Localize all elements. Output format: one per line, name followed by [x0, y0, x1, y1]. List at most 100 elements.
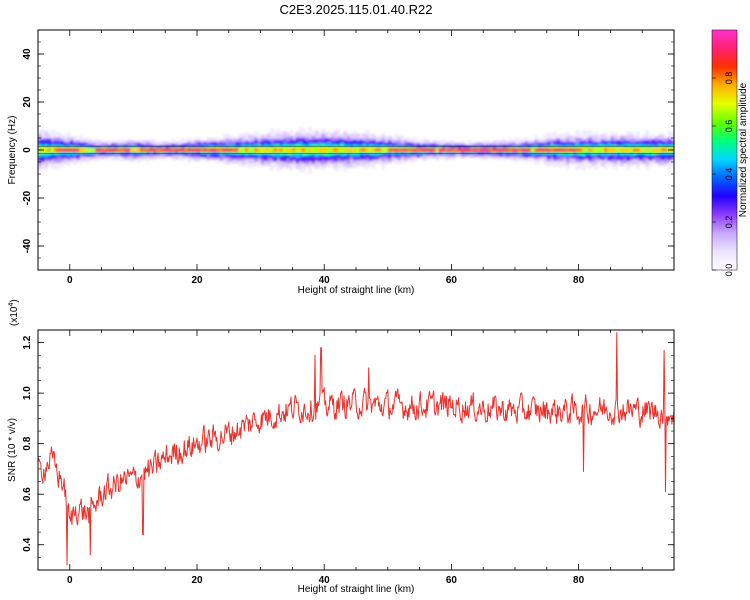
spectrogram-core-cell — [149, 148, 154, 152]
spectrogram-core-cell — [492, 148, 497, 152]
snr-multiplier: (x104) — [8, 299, 20, 326]
spectrogram-core-cell — [152, 148, 157, 152]
spectrogram-core-cell — [85, 148, 90, 152]
spectrogram-core-cell — [120, 148, 125, 152]
spectrogram-xtick-label: 40 — [319, 275, 331, 286]
spectrogram-core-cell — [292, 148, 297, 152]
spectrogram-core-cell — [301, 148, 306, 152]
snr-ytick-label: 1.0 — [22, 386, 33, 400]
spectrogram-core-cell — [276, 147, 281, 153]
spectrogram-core-cell — [416, 148, 421, 152]
spectrogram-core-cell — [254, 147, 259, 153]
spectrogram-core-cell — [359, 148, 363, 152]
spectrogram-core-cell — [651, 148, 656, 152]
spectrogram-core-cell — [69, 148, 74, 152]
spectrogram-core-cell — [174, 148, 179, 152]
spectrogram-core-cell — [79, 147, 84, 153]
spectrogram-xtick-label: 60 — [446, 275, 458, 286]
spectrogram-core-cell — [400, 148, 405, 152]
spectrogram-core-cell — [597, 148, 602, 152]
spectrogram-core-cell — [321, 148, 325, 152]
spectrogram-core-cell — [228, 148, 233, 152]
spectrogram-band — [38, 126, 674, 174]
spectrogram-core-cell — [340, 148, 344, 152]
spectrogram-core-cell — [193, 148, 198, 152]
spectrogram-core-cell — [562, 148, 567, 152]
spectrogram-core-cell — [327, 148, 332, 152]
spectrogram-core-cell — [53, 147, 58, 153]
spectrogram-core-cell — [604, 147, 608, 153]
snr-xtick-label: 20 — [191, 575, 203, 586]
spectrogram-core-cell — [298, 147, 303, 153]
spectrogram-ylabel: Frequency (Hz) — [7, 116, 18, 185]
spectrogram-core-cell — [76, 148, 80, 152]
spectrogram-core-cell — [445, 148, 449, 152]
spectrogram-core-cell — [460, 148, 465, 152]
spectrogram-core-cell — [661, 148, 666, 152]
spectrogram-core-cell — [518, 148, 522, 152]
spectrogram-core-cell — [613, 147, 618, 153]
spectrogram-core-cell — [222, 148, 227, 152]
spectrogram-core-cell — [158, 148, 163, 152]
spectrogram-core-cell — [146, 148, 150, 152]
colorbar-tick-label: 0.2 — [724, 216, 734, 229]
spectrogram-core-cell — [648, 148, 653, 152]
spectrogram-core-cell — [219, 147, 224, 153]
spectrogram-core-cell — [658, 147, 662, 153]
spectrogram-core-cell — [365, 147, 370, 153]
spectrogram-core-cell — [626, 147, 631, 153]
spectrogram-core-cell — [333, 147, 338, 153]
spectrogram-core-cell — [600, 147, 605, 153]
snr-ytick-label: 0.6 — [22, 487, 33, 501]
spectrogram-core-cell — [251, 148, 255, 152]
spectrogram-core-cell — [263, 148, 268, 152]
spectrogram-ytick-label: 0 — [22, 147, 33, 153]
spectrogram-core-cell — [524, 148, 529, 152]
spectrogram-core-cell — [282, 147, 287, 153]
spectrogram-core-cell — [244, 148, 249, 152]
spectrogram-core-cell — [114, 148, 119, 152]
spectrogram-core-cell — [247, 148, 252, 152]
spectrogram-core-cell — [238, 148, 243, 152]
spectrogram-core-cell — [295, 147, 300, 153]
spectrogram-core-cell — [349, 148, 354, 152]
spectrogram-core-cell — [534, 148, 538, 152]
spectrogram-core-cell — [390, 148, 395, 152]
spectrogram-core-cell — [553, 148, 557, 152]
spectrogram-core-cell — [406, 148, 411, 152]
spectrogram-ytick-label: -40 — [22, 238, 33, 253]
spectrogram-core-cell — [476, 148, 481, 152]
spectrogram-core-cell — [451, 148, 456, 152]
colorbar-gradient — [711, 29, 738, 271]
spectrogram-core-cell — [203, 148, 208, 152]
spectrogram-ytick-label: 20 — [22, 96, 33, 108]
spectrogram-core-cell — [654, 147, 659, 153]
spectrogram-core-cell — [190, 148, 195, 152]
spectrogram-core-cell — [381, 147, 386, 153]
colorbar-label: Normalized spectral amplitude — [738, 82, 749, 217]
spectrogram-core-cell — [171, 148, 176, 152]
spectrogram-core-cell — [57, 148, 61, 152]
snr-xtick-label: 0 — [67, 575, 73, 586]
spectrogram-core-cell — [197, 148, 201, 152]
snr-plot-area — [38, 330, 674, 570]
spectrogram-core-cell — [181, 148, 185, 152]
spectrogram-core-cell — [422, 148, 427, 152]
colorbar-tick-label: 0.4 — [724, 168, 734, 181]
spectrogram-core-cell — [184, 148, 189, 152]
spectrogram-core-cell — [209, 148, 214, 152]
spectrogram-core-cell — [540, 148, 545, 152]
spectrogram-core-cell — [346, 148, 351, 152]
spectrogram-core-cell — [588, 148, 592, 152]
spectrogram-core-cell — [88, 148, 93, 152]
spectrogram-core-cell — [502, 148, 507, 152]
spectrogram-core-cell — [441, 148, 446, 152]
spectrogram-core-cell — [162, 148, 166, 152]
spectrogram-core-cell — [336, 148, 341, 152]
colorbar-ticks: 0.0 0.2 0.4 0.6 0.8 — [712, 72, 734, 276]
spectrogram-core-cell — [410, 148, 414, 152]
spectrogram-core-cell — [413, 148, 418, 152]
spectrogram-core-cell — [352, 147, 357, 153]
spectrogram-ticks: 0 20 40 60 80 -40 -20 0 20 40 — [22, 29, 675, 286]
